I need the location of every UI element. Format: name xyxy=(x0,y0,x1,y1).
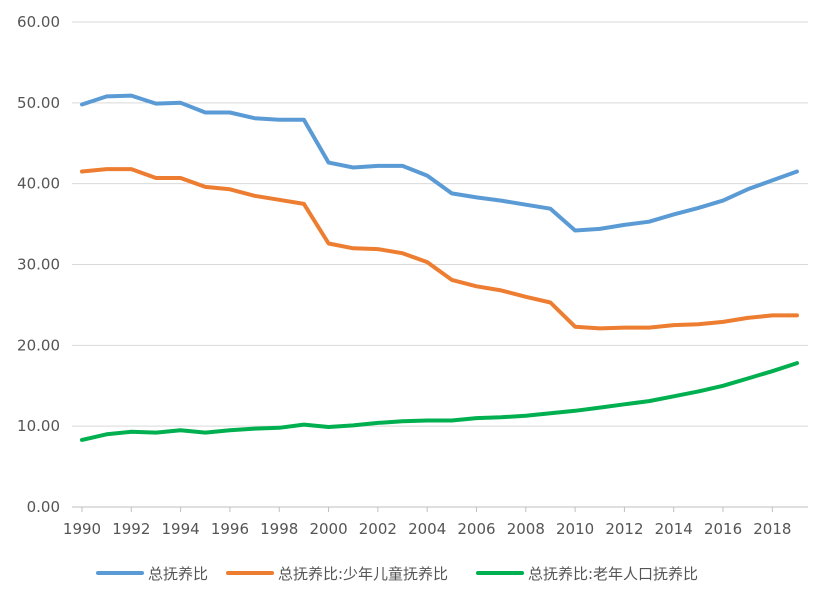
series-line-3 xyxy=(80,361,799,442)
x-tick-label: 2004 xyxy=(408,520,446,538)
y-tick-label: 20.00 xyxy=(17,336,60,354)
gridlines xyxy=(72,21,808,508)
x-tick-label: 1996 xyxy=(211,520,249,538)
x-tick-label: 2006 xyxy=(457,520,495,538)
legend-label-3: 总抚养比:老年人口抚养比 xyxy=(528,565,698,583)
series-lines xyxy=(80,93,799,442)
x-tick-label: 2014 xyxy=(655,520,693,538)
axes: 0.00 10.00 20.00 30.00 40.00 50.00 60.00 1990 19… xyxy=(17,13,808,538)
x-tick-label: 2008 xyxy=(507,520,545,538)
y-tick-label: 10.00 xyxy=(17,417,60,435)
legend-label-2: 总抚养比:少年儿童抚养比 xyxy=(278,565,448,583)
y-tick-label: 0.00 xyxy=(27,498,60,516)
series-line-2 xyxy=(80,167,799,331)
x-tick-label: 2012 xyxy=(605,520,643,538)
x-tick-label: 2016 xyxy=(704,520,742,538)
y-tick-label: 60.00 xyxy=(17,13,60,31)
x-tick-label: 1990 xyxy=(63,520,101,538)
x-tick-label: 1992 xyxy=(112,520,150,538)
x-tick-label: 1998 xyxy=(260,520,298,538)
x-tick-label: 1994 xyxy=(162,520,200,538)
y-tick-label: 40.00 xyxy=(17,175,60,193)
series-line-1 xyxy=(80,93,799,233)
x-tick-label: 2018 xyxy=(753,520,791,538)
x-tick-label: 2002 xyxy=(359,520,397,538)
y-tick-label: 30.00 xyxy=(17,256,60,274)
y-tick-label: 50.00 xyxy=(17,94,60,112)
x-tick-label: 2000 xyxy=(309,520,347,538)
legend: 总抚养比 总抚养比:少年儿童抚养比 总抚养比:老年人口抚养比 xyxy=(96,565,698,583)
legend-label-1: 总抚养比 xyxy=(148,565,208,583)
x-tick-label: 2010 xyxy=(556,520,594,538)
